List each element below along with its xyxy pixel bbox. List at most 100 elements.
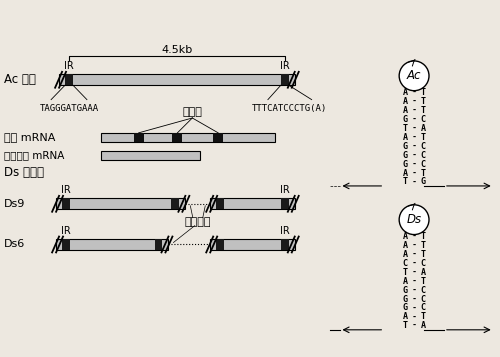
Text: G: G: [402, 295, 407, 303]
Text: IR: IR: [61, 226, 71, 236]
Text: -: -: [412, 177, 416, 186]
Text: C: C: [420, 303, 426, 312]
Text: 缺失部分: 缺失部分: [184, 217, 211, 227]
Text: Ds9: Ds9: [4, 199, 25, 209]
Text: 4.5kb: 4.5kb: [162, 45, 192, 55]
Text: IR: IR: [61, 185, 71, 195]
Text: T: T: [420, 277, 426, 286]
Text: -: -: [412, 312, 416, 321]
Text: IR: IR: [64, 61, 74, 71]
Text: -: -: [412, 295, 416, 303]
Text: A: A: [402, 106, 407, 115]
Text: Ds6: Ds6: [4, 240, 25, 250]
Text: C: C: [420, 115, 426, 124]
Text: T: T: [420, 169, 426, 177]
Text: 初级 mRNA: 初级 mRNA: [4, 132, 56, 142]
Text: G: G: [420, 177, 426, 186]
Text: T: T: [402, 177, 407, 186]
Text: -: -: [412, 241, 416, 250]
Bar: [134, 133, 143, 142]
Text: T: T: [402, 268, 407, 277]
Text: T: T: [402, 124, 407, 133]
Text: -: -: [412, 169, 416, 177]
Text: -: -: [412, 151, 416, 160]
Text: A: A: [402, 241, 407, 250]
Bar: [101, 133, 275, 142]
Text: C: C: [420, 259, 426, 268]
Bar: [154, 239, 162, 250]
Text: T: T: [420, 133, 426, 142]
Text: -: -: [412, 259, 416, 268]
Text: -: -: [412, 321, 416, 330]
Text: C: C: [420, 151, 426, 160]
Text: T: T: [420, 97, 426, 106]
Text: T: T: [402, 321, 407, 330]
Text: Ac: Ac: [407, 69, 422, 82]
Text: A: A: [420, 321, 426, 330]
Text: -: -: [412, 286, 416, 295]
Bar: [65, 74, 73, 85]
Text: T: T: [420, 232, 426, 241]
Text: -: -: [412, 160, 416, 169]
Text: -: -: [412, 277, 416, 286]
Text: Ac 因子: Ac 因子: [4, 73, 36, 86]
Bar: [281, 74, 289, 85]
Text: 加工后的 mRNA: 加工后的 mRNA: [4, 150, 64, 160]
Text: A: A: [402, 88, 407, 97]
Bar: [56, 198, 186, 209]
Bar: [62, 239, 70, 250]
Bar: [101, 151, 200, 160]
Circle shape: [399, 205, 429, 235]
Text: -: -: [412, 133, 416, 142]
Text: A: A: [420, 268, 426, 277]
Text: G: G: [402, 303, 407, 312]
Text: T: T: [420, 106, 426, 115]
Bar: [172, 133, 182, 142]
Text: T: T: [420, 250, 426, 259]
Circle shape: [399, 61, 429, 91]
Bar: [59, 74, 295, 85]
Text: G: G: [402, 151, 407, 160]
Text: C: C: [420, 286, 426, 295]
Bar: [216, 198, 224, 209]
Text: T: T: [420, 241, 426, 250]
Text: -: -: [412, 232, 416, 241]
Bar: [172, 198, 179, 209]
Text: TTTCATCCCTG(A): TTTCATCCCTG(A): [252, 104, 328, 112]
Text: G: G: [402, 115, 407, 124]
Text: A: A: [402, 97, 407, 106]
Text: -: -: [412, 115, 416, 124]
Text: C: C: [420, 295, 426, 303]
Text: G: G: [402, 286, 407, 295]
Text: 内含子: 内含子: [182, 107, 203, 117]
Bar: [213, 133, 223, 142]
Text: G: G: [402, 142, 407, 151]
Text: A: A: [402, 133, 407, 142]
Bar: [56, 239, 168, 250]
Text: -: -: [412, 268, 416, 277]
Text: Ds 因子：: Ds 因子：: [4, 166, 44, 178]
Text: -: -: [412, 97, 416, 106]
Bar: [210, 239, 295, 250]
Text: -: -: [412, 303, 416, 312]
Bar: [210, 198, 295, 209]
Bar: [216, 239, 224, 250]
Text: -: -: [412, 142, 416, 151]
Text: A: A: [402, 277, 407, 286]
Text: -: -: [412, 250, 416, 259]
Text: T: T: [420, 88, 426, 97]
Text: -: -: [412, 88, 416, 97]
Text: C: C: [402, 259, 407, 268]
Text: A: A: [402, 232, 407, 241]
Text: -: -: [412, 124, 416, 133]
Text: G: G: [402, 160, 407, 169]
Text: T: T: [420, 312, 426, 321]
Bar: [281, 239, 289, 250]
Bar: [281, 198, 289, 209]
Text: A: A: [420, 124, 426, 133]
Text: C: C: [420, 142, 426, 151]
Text: -: -: [412, 106, 416, 115]
Text: A: A: [402, 250, 407, 259]
Text: TAGGGATGAAA: TAGGGATGAAA: [40, 104, 98, 112]
Text: C: C: [420, 160, 426, 169]
